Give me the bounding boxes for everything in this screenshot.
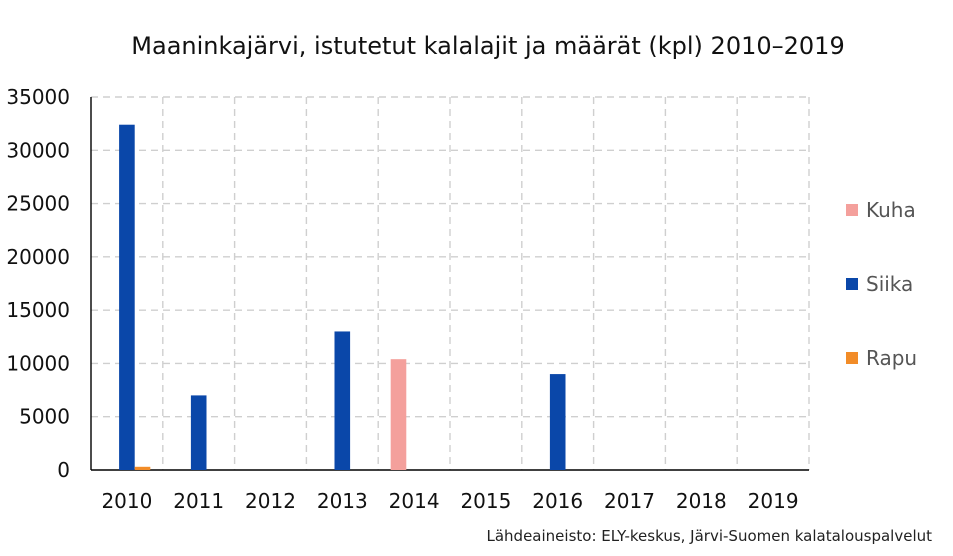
bar-siika-2013 xyxy=(334,331,351,470)
x-axis-ticks: 2010 2011 2012 2013 2014 2015 2016 2017 2018 2019 xyxy=(101,489,798,513)
source-note: Lähdeaineisto: ELY-keskus, Järvi-Suomen … xyxy=(487,527,933,545)
bars xyxy=(119,124,566,471)
legend: Kuha Siika Rapu xyxy=(846,198,917,370)
y-tick-label: 25000 xyxy=(6,192,70,216)
bar-siika-2010 xyxy=(119,124,135,471)
chart-title: Maaninkajärvi, istutetut kalalajit ja mä… xyxy=(131,32,844,60)
y-tick-label: 5000 xyxy=(19,405,70,429)
x-tick-label: 2016 xyxy=(532,489,583,513)
bar-siika-2011 xyxy=(190,395,207,470)
y-tick-label: 15000 xyxy=(6,298,70,322)
x-tick-label: 2011 xyxy=(173,489,224,513)
x-tick-label: 2012 xyxy=(245,489,296,513)
bar-kuha-2014 xyxy=(390,359,407,470)
y-tick-label: 30000 xyxy=(6,138,70,162)
y-tick-label: 35000 xyxy=(6,85,70,109)
x-tick-label: 2019 xyxy=(748,489,799,513)
x-tick-label: 2018 xyxy=(676,489,727,513)
x-tick-label: 2017 xyxy=(604,489,655,513)
x-tick-label: 2014 xyxy=(389,489,440,513)
x-tick-label: 2015 xyxy=(460,489,511,513)
legend-label-kuha: Kuha xyxy=(866,198,916,222)
grid-lines xyxy=(90,96,810,471)
legend-label-rapu: Rapu xyxy=(866,346,917,370)
x-tick-label: 2010 xyxy=(101,489,152,513)
y-tick-label: 20000 xyxy=(6,245,70,269)
bar-rapu-2010 xyxy=(134,466,151,470)
y-tick-label: 0 xyxy=(57,458,70,482)
y-axis-ticks: 0 5000 10000 15000 20000 25000 30000 35000 xyxy=(6,85,70,482)
y-tick-label: 10000 xyxy=(6,351,70,375)
legend-swatch-kuha xyxy=(846,204,858,216)
x-tick-label: 2013 xyxy=(317,489,368,513)
bar-siika-2016 xyxy=(549,374,566,470)
legend-label-siika: Siika xyxy=(866,272,913,296)
legend-swatch-rapu xyxy=(846,352,858,364)
legend-swatch-siika xyxy=(846,278,858,290)
